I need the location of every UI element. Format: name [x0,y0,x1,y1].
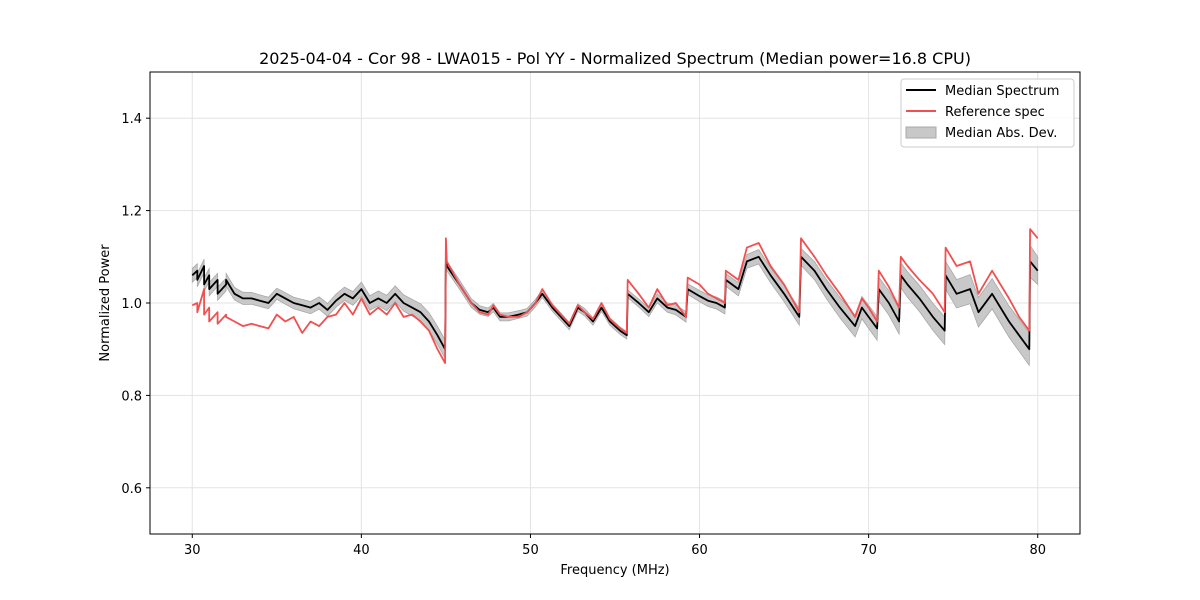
chart-title: 2025-04-04 - Cor 98 - LWA015 - Pol YY - … [259,49,971,68]
median-spectrum-line [191,255,1039,351]
legend: Median Spectrum Reference spec Median Ab… [900,78,1075,148]
legend-box [900,78,1075,148]
x-tick-label: 80 [1029,543,1046,558]
y-tick-label: 0.8 [121,389,142,404]
x-tick-label: 60 [691,543,708,558]
y-tick-label: 1.0 [121,297,142,312]
x-tick-label: 40 [353,543,370,558]
legend-median-label: Median Spectrum [945,84,1059,99]
y-tick-label: 1.2 [121,205,142,220]
x-tick-label: 50 [522,543,539,558]
legend-mad-swatch [905,126,937,139]
x-tick-label: 30 [184,543,201,558]
x-tick-label: 70 [860,543,877,558]
legend-reference-label: Reference spec [945,105,1045,120]
axis-ticks: 30 40 50 60 70 80 0.6 0.8 1.0 1.2 1.4 [121,112,1046,558]
y-tick-label: 0.6 [121,482,142,497]
y-tick-label: 1.4 [121,112,142,127]
x-axis-label: Frequency (MHz) [560,563,669,578]
reference-spec-line [191,228,1039,365]
series-lines [191,228,1039,365]
y-axis-label: Normalized Power [98,244,113,362]
legend-mad-label: Median Abs. Dev. [945,126,1057,141]
